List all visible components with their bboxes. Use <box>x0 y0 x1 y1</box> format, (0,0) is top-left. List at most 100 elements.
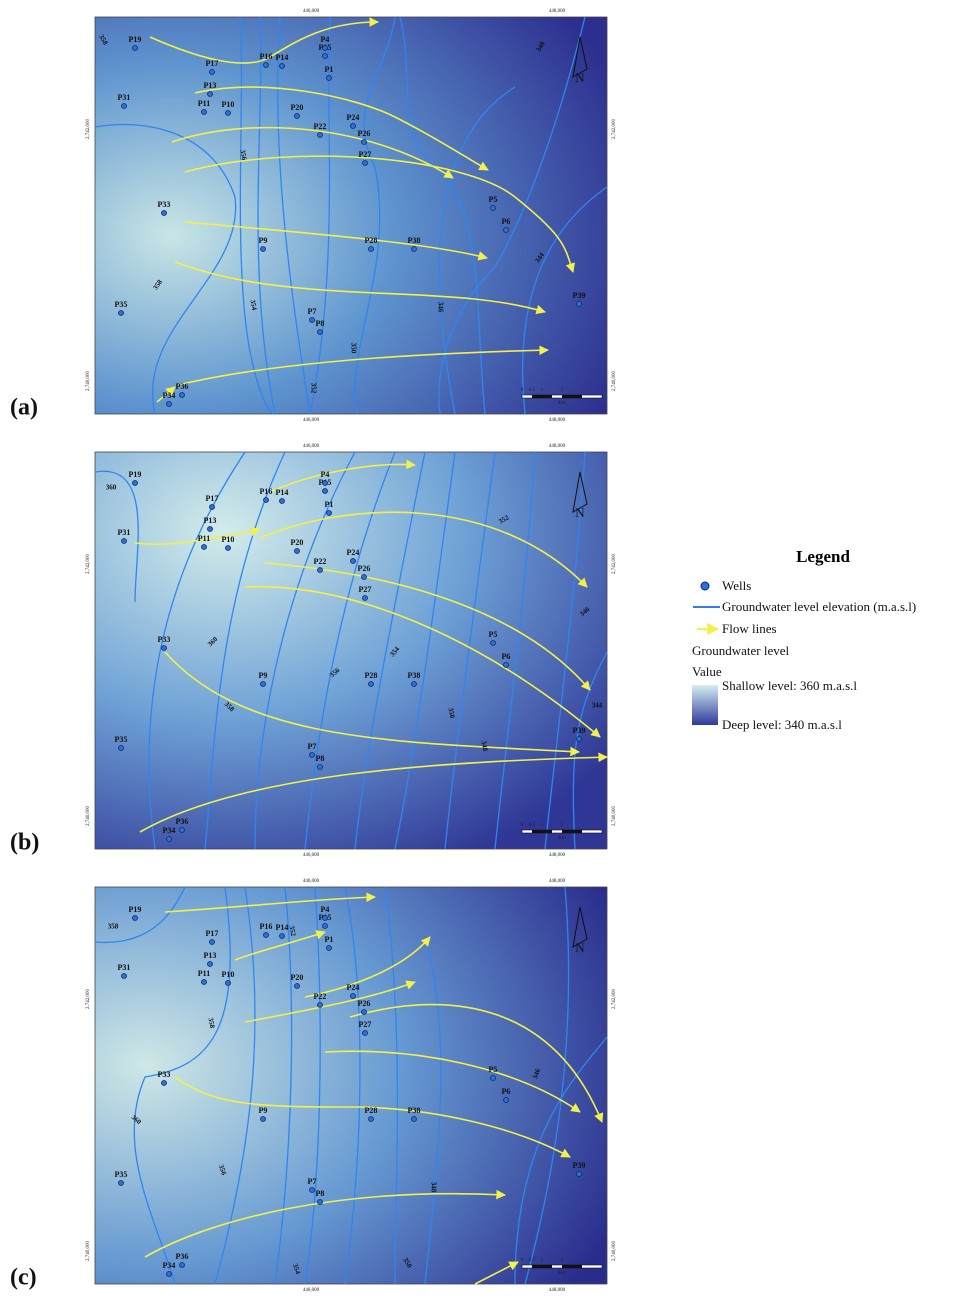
well <box>280 934 285 939</box>
well <box>504 1098 509 1103</box>
well-label: P16 <box>260 922 273 931</box>
well <box>577 302 582 307</box>
well <box>363 1031 368 1036</box>
well <box>318 1200 323 1205</box>
legend-gradient <box>692 685 718 725</box>
scale-bar <box>562 395 582 398</box>
well <box>323 916 328 921</box>
legend: Legend Wells Groundwater level elevation… <box>692 547 916 732</box>
well <box>202 110 207 115</box>
well <box>577 737 582 742</box>
well <box>210 70 215 75</box>
well-label: P14 <box>276 53 289 62</box>
well <box>351 124 356 129</box>
well-label: P16 <box>260 52 273 61</box>
scale-bar <box>532 1265 552 1268</box>
well <box>369 682 374 687</box>
well <box>318 133 323 138</box>
well-label: P17 <box>206 494 219 503</box>
scale-bar <box>532 830 552 833</box>
well <box>351 994 356 999</box>
well-label: P13 <box>204 516 217 525</box>
well <box>362 140 367 145</box>
well <box>264 63 269 68</box>
coordinate-label: 2,740,000 <box>86 371 91 392</box>
well-label: P28 <box>365 1106 378 1115</box>
well-label: P1 <box>325 500 334 509</box>
figure: Legend Wells Groundwater level elevation… <box>0 0 968 1302</box>
well <box>363 161 368 166</box>
map-panel: 358352358360356346354350348P19P17P16P15P… <box>86 879 617 1293</box>
well-label: P28 <box>365 236 378 245</box>
well-label: P26 <box>358 129 371 138</box>
panel-label: (a) <box>10 395 38 421</box>
map-panel: 358356348344358354350352346P19P17P16P15P… <box>86 9 617 423</box>
well-label: P28 <box>365 671 378 680</box>
well-label: P1 <box>325 65 334 74</box>
well-label: P11 <box>198 969 210 978</box>
legend-shallow: Shallow level: 360 m.a.s.l <box>722 678 857 693</box>
well <box>280 499 285 504</box>
well <box>208 962 213 967</box>
well <box>369 247 374 252</box>
well-label: P10 <box>222 970 235 979</box>
coordinate-label: 2,742,000 <box>86 554 91 575</box>
panel-label: (c) <box>10 1265 37 1291</box>
well <box>295 114 300 119</box>
well-label: P4 <box>321 905 330 914</box>
well <box>210 505 215 510</box>
coordinate-label: 2,740,000 <box>612 371 617 392</box>
coordinate-label: 2,742,000 <box>86 989 91 1010</box>
well-label: P22 <box>314 992 327 1001</box>
legend-value: Value <box>692 664 722 679</box>
well <box>323 924 328 929</box>
well <box>280 64 285 69</box>
well <box>261 247 266 252</box>
well <box>318 1003 323 1008</box>
well-label: P26 <box>358 564 371 573</box>
well-label: P39 <box>573 726 586 735</box>
well-label: P6 <box>502 217 511 226</box>
well <box>327 946 332 951</box>
well-label: P11 <box>198 99 210 108</box>
legend-gradient-title: Groundwater level <box>692 643 789 658</box>
coordinate-label: 2,740,000 <box>612 806 617 827</box>
well <box>261 682 266 687</box>
well-label: P19 <box>129 35 142 44</box>
well-label: P20 <box>291 538 304 547</box>
well <box>318 765 323 770</box>
well <box>318 330 323 335</box>
legend-item: Flow lines <box>722 621 777 636</box>
well-label: P5 <box>489 1065 498 1074</box>
well-label: P31 <box>118 93 131 102</box>
well <box>167 1272 172 1277</box>
well-label: P22 <box>314 122 327 131</box>
well-label: P24 <box>347 548 360 557</box>
legend-item: Groundwater level elevation (m.a.s.l) <box>722 599 916 614</box>
well-label: P9 <box>259 671 268 680</box>
well <box>310 318 315 323</box>
well <box>323 489 328 494</box>
well <box>208 527 213 532</box>
well <box>327 76 332 81</box>
well <box>504 663 509 668</box>
coordinate-label: 2,740,000 <box>86 1241 91 1262</box>
coordinate-label: 446,000 <box>303 1288 320 1293</box>
well <box>323 54 328 59</box>
scale-bar <box>562 1265 582 1268</box>
well-label: P33 <box>158 635 171 644</box>
well-label: P35 <box>115 735 128 744</box>
scale-label: 0.5 <box>529 1258 536 1263</box>
north-label: N <box>575 940 585 955</box>
scale-bar <box>562 830 582 833</box>
well <box>310 1188 315 1193</box>
contour-label: 344 <box>592 702 603 710</box>
well-label: P38 <box>408 1106 421 1115</box>
well-label: P6 <box>502 652 511 661</box>
well-label: P8 <box>316 319 325 328</box>
well-label: P10 <box>222 535 235 544</box>
well-label: P9 <box>259 1106 268 1115</box>
coordinate-label: 2,742,000 <box>612 119 617 140</box>
map-background <box>95 17 607 414</box>
contour-label: 348 <box>429 1182 437 1193</box>
